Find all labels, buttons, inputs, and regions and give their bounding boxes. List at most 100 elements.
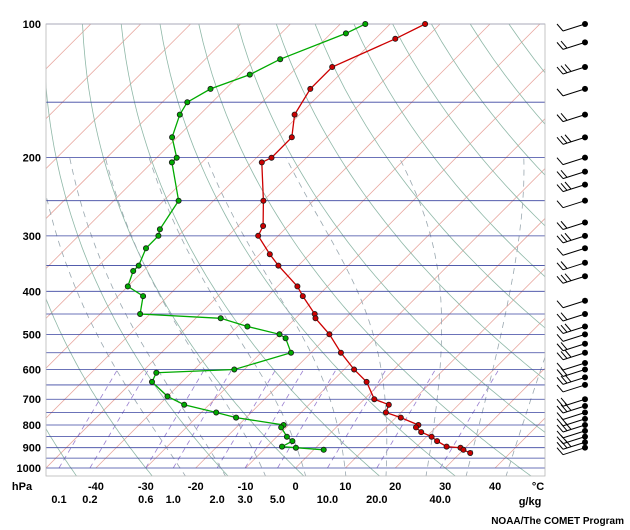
dry-adiabat bbox=[353, 24, 545, 278]
wind-barb-station-dot bbox=[582, 402, 588, 409]
wind-barb-feather bbox=[556, 377, 564, 385]
wind-barb bbox=[556, 219, 588, 231]
wind-barb-feather bbox=[556, 447, 564, 456]
mixing-ratio-tick-label: 1.0 bbox=[166, 494, 181, 506]
wind-barb-shaft bbox=[562, 184, 586, 193]
mixing-ratio-line bbox=[327, 369, 387, 469]
wind-barb-feather bbox=[556, 300, 564, 309]
temperature-point bbox=[382, 409, 389, 416]
wind-barb-shaft bbox=[562, 447, 586, 456]
isotherm-line bbox=[494, 417, 545, 469]
wind-barb bbox=[556, 64, 588, 75]
mixing-ratio-tick-label: 20.0 bbox=[366, 494, 387, 506]
dry-adiabat bbox=[46, 428, 77, 476]
temperature-point bbox=[294, 283, 301, 290]
dry-adiabat bbox=[314, 24, 545, 329]
wind-barb-feather bbox=[560, 397, 568, 406]
wind-barb-feather bbox=[564, 374, 572, 383]
dewpoint-point bbox=[233, 414, 240, 421]
dewpoint-point bbox=[282, 335, 289, 342]
wind-barb-feather bbox=[556, 384, 564, 393]
moist-adiabat bbox=[398, 157, 442, 476]
wind-barb-station-dot bbox=[582, 111, 588, 118]
temperature-point bbox=[260, 222, 267, 229]
wind-barb-feather bbox=[564, 134, 572, 143]
wind-barb-station-dot bbox=[582, 349, 588, 356]
temperature-point bbox=[255, 232, 262, 239]
wind-barb-feather bbox=[564, 232, 572, 241]
wind-barb-shaft bbox=[562, 66, 586, 75]
dewpoint-point bbox=[278, 443, 285, 450]
dewpoint-point bbox=[169, 134, 176, 141]
temperature-point bbox=[288, 134, 295, 141]
wind-barb-shaft bbox=[562, 384, 586, 393]
wind-barb-shaft bbox=[562, 171, 586, 180]
wind-barb-feather bbox=[564, 349, 572, 358]
dewpoint-point bbox=[142, 245, 149, 252]
dewpoint-point bbox=[289, 438, 296, 445]
mixing-ratio-line bbox=[89, 369, 149, 469]
wind-barb-feather bbox=[556, 235, 564, 244]
temperature-point bbox=[260, 197, 267, 204]
temperature-point bbox=[418, 429, 425, 436]
dewpoint-point bbox=[176, 111, 183, 118]
temperature-point bbox=[337, 349, 344, 356]
wind-barb-feather bbox=[556, 326, 564, 334]
wind-barb-feather bbox=[556, 352, 564, 361]
wind-barb bbox=[556, 85, 588, 97]
moist-adiabat bbox=[285, 157, 388, 476]
mixing-ratio-line bbox=[376, 369, 436, 469]
pressure-tick-label: 100 bbox=[23, 19, 41, 31]
wind-barb-shaft bbox=[562, 88, 586, 97]
wind-barb-station-dot bbox=[582, 331, 588, 338]
isotherm-line bbox=[544, 467, 545, 468]
dewpoint-point bbox=[244, 323, 251, 330]
dewpoint-point bbox=[283, 433, 290, 440]
wind-barb-feather bbox=[560, 261, 568, 269]
temperature-point bbox=[428, 433, 435, 440]
wind-barb-shaft bbox=[562, 369, 586, 377]
mixing-ratio-line bbox=[439, 369, 500, 469]
mixing-ratio-line bbox=[172, 369, 233, 469]
wind-barb-station-dot bbox=[582, 154, 588, 161]
wind-barb bbox=[556, 331, 588, 342]
wind-barb-feather bbox=[564, 439, 572, 447]
dewpoint-point bbox=[130, 267, 137, 274]
temperature-point bbox=[385, 401, 392, 408]
mixing-ratio-tick-label: 2.0 bbox=[210, 494, 225, 506]
dewpoint-point bbox=[137, 310, 144, 317]
dewpoint-point bbox=[153, 369, 160, 376]
wind-barb-shaft bbox=[562, 157, 586, 166]
wind-barb-station-dot bbox=[582, 415, 588, 422]
wind-barb-feather bbox=[556, 405, 564, 414]
dry-adiabat bbox=[82, 24, 305, 476]
dewpoint-point bbox=[155, 232, 162, 239]
plot-frame bbox=[45, 23, 546, 477]
wind-barb-shaft bbox=[562, 405, 586, 414]
wind-barb-station-dot bbox=[582, 64, 588, 71]
isotherm-line bbox=[46, 24, 241, 220]
isotherm-line bbox=[295, 217, 545, 469]
pressure-tick-label: 1000 bbox=[17, 463, 41, 475]
wind-barb-shaft bbox=[562, 235, 586, 244]
wind-barb bbox=[556, 245, 588, 256]
pressure-tick-label: 600 bbox=[23, 364, 41, 376]
temperature-point bbox=[434, 438, 441, 445]
dry-adiabat bbox=[508, 24, 545, 74]
dewpoint-point bbox=[175, 197, 182, 204]
dewpoint-point bbox=[181, 401, 188, 408]
dewpoint-point bbox=[246, 71, 253, 78]
wind-barb-feather bbox=[556, 343, 564, 352]
temperature-point bbox=[258, 159, 265, 166]
temperature-point bbox=[392, 35, 399, 42]
dewpoint-point bbox=[287, 349, 294, 356]
mixing-ratio-line bbox=[145, 369, 205, 469]
wind-barb-feather bbox=[560, 342, 568, 350]
wind-barb bbox=[556, 39, 588, 50]
wind-barb-station-dot bbox=[582, 197, 588, 204]
isotherm-line bbox=[46, 24, 491, 469]
wind-barb-shaft bbox=[562, 41, 586, 50]
wind-barb-shaft bbox=[562, 262, 586, 271]
temperature-tick-label: 40 bbox=[489, 481, 501, 493]
wind-barb-feather bbox=[564, 422, 572, 430]
